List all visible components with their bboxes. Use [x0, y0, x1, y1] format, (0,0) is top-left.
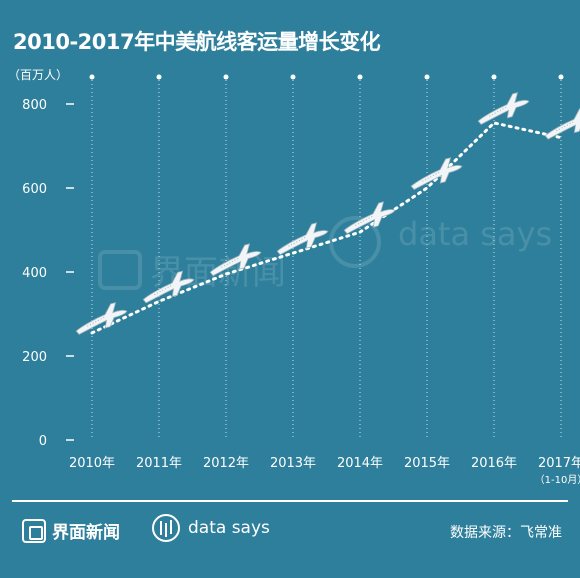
x-guide-dot	[223, 74, 229, 80]
x-tick-label: 2012年	[203, 456, 249, 471]
x-guide-dot	[424, 74, 430, 80]
airplane-icon	[544, 106, 580, 140]
x-guide-dot	[357, 74, 363, 80]
x-tick-label: 2011年	[136, 456, 182, 471]
jiemian-brand-text: 界面新闻	[52, 523, 120, 543]
airplane-icon	[477, 92, 530, 125]
y-tick-label: 200	[22, 350, 47, 365]
chart-title: 2010-2017年中美航线客运量增长变化	[13, 30, 381, 54]
x-guide-dot	[156, 74, 162, 80]
watermark-data-brand: data says	[398, 215, 552, 253]
data-source: 数据来源：飞常准	[450, 525, 562, 541]
x-tick-sublabel: （1-10月）	[535, 474, 580, 486]
airplane-icon	[410, 157, 463, 191]
airplane-icon	[276, 222, 329, 256]
series-line	[90, 121, 563, 335]
y-tick-label: 0	[39, 434, 47, 449]
y-tick-label: 400	[22, 266, 47, 281]
y-tick-label: 800	[22, 98, 47, 113]
x-guide-dot	[89, 74, 95, 80]
datasays-brand-text: data says	[188, 518, 270, 538]
jiemian-logo-icon	[22, 518, 46, 543]
datasays-logo-icon	[152, 514, 180, 542]
jiemian-brand: 界面新闻	[22, 518, 120, 543]
airplane-icon	[75, 302, 128, 335]
datasays-brand: data says	[152, 514, 270, 542]
x-guide-dot	[491, 74, 497, 80]
x-tick-label: 2010年	[69, 456, 115, 471]
x-tick-label: 2017年	[538, 456, 580, 471]
x-tick-label: 2014年	[337, 456, 383, 471]
x-tick-label: 2013年	[270, 456, 316, 471]
y-unit-label: （百万人）	[8, 68, 69, 82]
airplane-icon	[343, 201, 396, 235]
x-guide-dot	[558, 74, 564, 80]
watermark-logo-icon	[98, 250, 142, 290]
footer-divider	[12, 500, 568, 502]
x-tick-label: 2016年	[471, 456, 517, 471]
watermark-datasays-icon	[329, 216, 381, 268]
x-tick-label: 2015年	[404, 456, 450, 471]
x-guide-dot	[290, 74, 296, 80]
y-tick-label: 600	[22, 182, 47, 197]
airplane-icon	[142, 270, 195, 304]
airplane-icon	[209, 243, 262, 277]
